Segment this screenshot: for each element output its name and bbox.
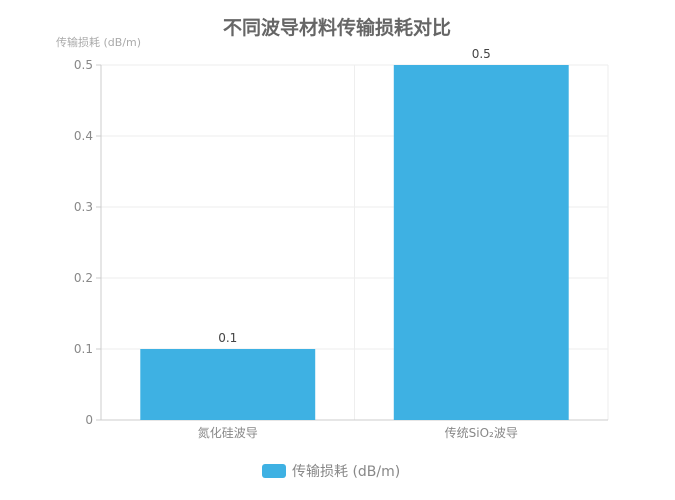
y-axis-label: 传输损耗 (dB/m) bbox=[56, 35, 141, 49]
x-tick-label: 氮化硅波导 bbox=[198, 425, 258, 440]
y-tick-label: 0.2 bbox=[74, 271, 93, 285]
legend-swatch[interactable] bbox=[262, 464, 286, 478]
bar bbox=[393, 65, 569, 420]
y-tick-label: 0.3 bbox=[74, 200, 93, 214]
bar bbox=[140, 349, 316, 420]
y-tick-label: 0 bbox=[85, 413, 93, 427]
y-tick-label: 0.4 bbox=[74, 129, 93, 143]
data-label: 0.5 bbox=[472, 47, 491, 61]
chart-title: 不同波导材料传输损耗对比 bbox=[223, 16, 451, 39]
legend[interactable]: 传输损耗 (dB/m) bbox=[262, 464, 400, 480]
y-tick-label: 0.1 bbox=[74, 342, 93, 356]
y-tick-label: 0.5 bbox=[74, 58, 93, 72]
data-label: 0.1 bbox=[218, 331, 237, 345]
x-tick-label: 传统SiO₂波导 bbox=[445, 425, 518, 440]
legend-label[interactable]: 传输损耗 (dB/m) bbox=[292, 464, 400, 480]
